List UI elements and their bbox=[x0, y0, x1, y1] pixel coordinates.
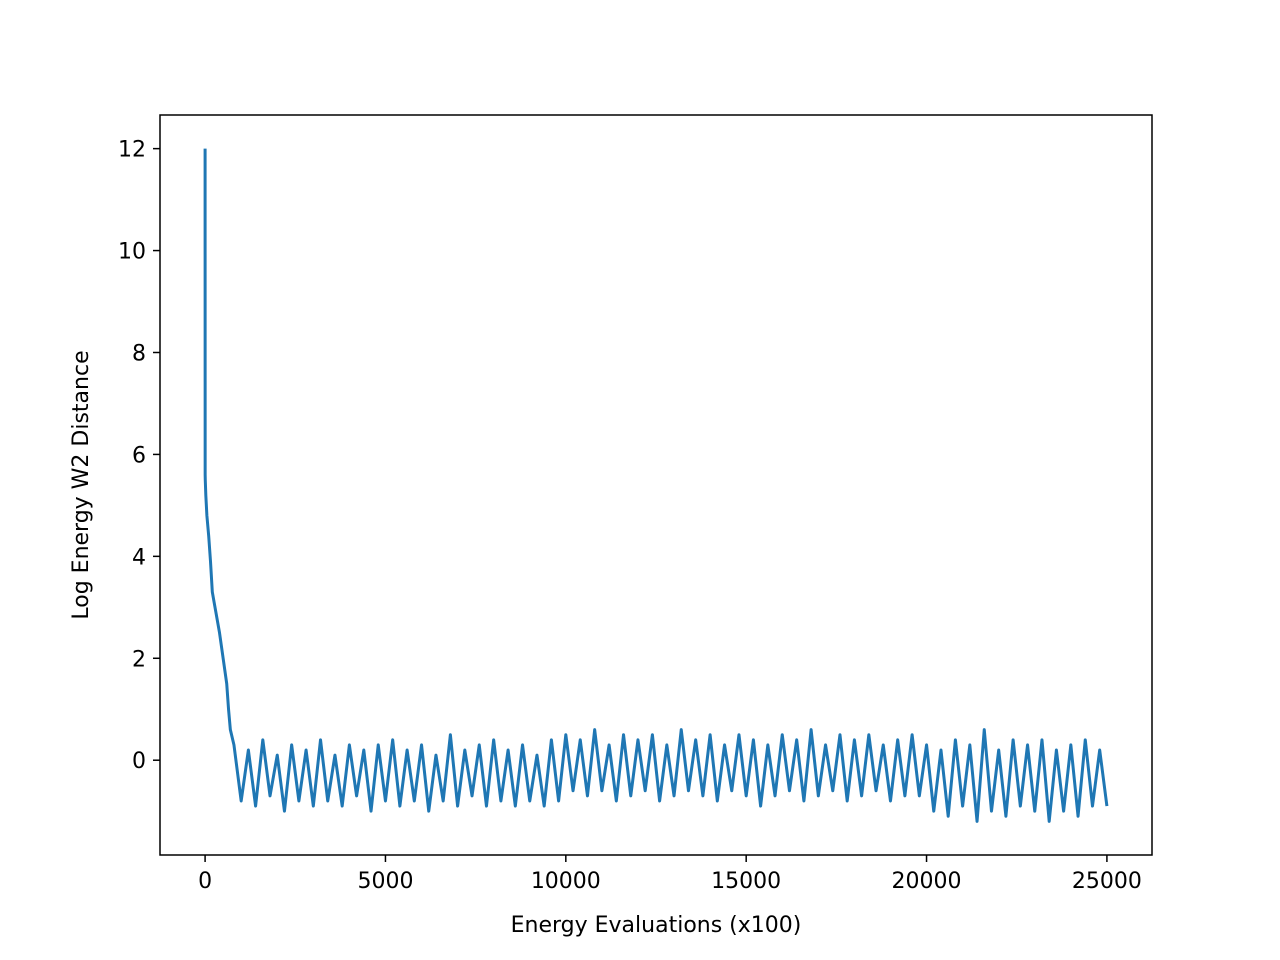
y-axis-label: Log Energy W2 Distance bbox=[69, 350, 94, 619]
y-tick-label: 2 bbox=[132, 647, 146, 672]
y-tick-label: 0 bbox=[132, 749, 146, 774]
plot-frame bbox=[159, 114, 1153, 856]
y-tick-label: 12 bbox=[118, 138, 146, 163]
x-tick-label: 15000 bbox=[711, 869, 781, 894]
x-tick-label: 10000 bbox=[531, 869, 601, 894]
x-tick-label: 25000 bbox=[1072, 869, 1142, 894]
data-line bbox=[203, 148, 1109, 823]
y-tick-label: 10 bbox=[118, 240, 146, 265]
y-tick-label: 4 bbox=[132, 545, 146, 570]
x-tick-label: 20000 bbox=[892, 869, 962, 894]
x-axis-label: Energy Evaluations (x100) bbox=[511, 913, 802, 938]
y-tick-label: 8 bbox=[132, 341, 146, 366]
x-tick-label: 0 bbox=[198, 869, 212, 894]
x-tick-label: 5000 bbox=[357, 869, 413, 894]
y-tick-label: 6 bbox=[132, 443, 146, 468]
